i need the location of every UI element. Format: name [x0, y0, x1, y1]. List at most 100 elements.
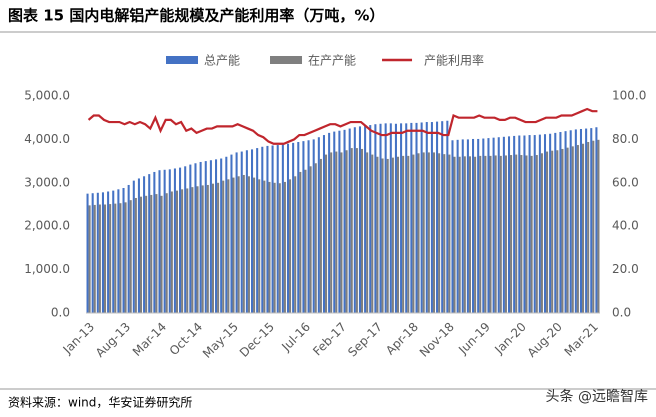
bar	[184, 166, 187, 313]
bar	[302, 141, 305, 313]
bar	[410, 122, 413, 314]
bar	[507, 136, 511, 313]
y2-tick-label: 0.0	[612, 306, 631, 320]
bar	[494, 155, 497, 313]
bar	[137, 178, 140, 313]
x-tick-label: Jun-19	[455, 320, 493, 358]
bar	[235, 152, 238, 313]
bar	[515, 154, 518, 313]
legend-swatch	[270, 56, 303, 64]
bar	[112, 190, 115, 313]
bar	[523, 135, 526, 313]
bar	[117, 189, 120, 313]
bar	[245, 150, 248, 313]
bar	[266, 145, 269, 313]
bar	[451, 140, 454, 313]
bar	[328, 132, 331, 313]
bar	[119, 203, 122, 313]
bar	[472, 138, 475, 313]
bar	[407, 155, 410, 313]
bar	[181, 189, 184, 313]
bar	[587, 142, 590, 313]
bar	[107, 191, 110, 313]
bar	[150, 194, 153, 313]
x-tick-label: Nov-18	[417, 320, 457, 360]
bar	[299, 171, 302, 313]
y2-tick-label: 60.0	[612, 175, 639, 189]
x-tick-label: Aug-13	[93, 320, 133, 360]
x-tick-label: Dec-15	[237, 320, 277, 360]
y-tick-label: 4,000.0	[24, 132, 70, 146]
bar	[456, 139, 459, 313]
bar	[122, 188, 125, 313]
bar	[211, 183, 214, 313]
bar	[103, 204, 107, 313]
bar	[338, 130, 341, 313]
bar	[358, 126, 361, 313]
bar	[333, 131, 336, 313]
bar	[261, 146, 264, 313]
bar	[355, 148, 358, 313]
bar	[286, 143, 290, 313]
bar	[489, 155, 492, 313]
bar	[566, 147, 569, 313]
bar	[412, 154, 415, 313]
bar	[230, 154, 233, 313]
bar	[510, 155, 513, 313]
bar	[232, 177, 235, 313]
bar	[294, 176, 297, 313]
bar	[386, 158, 389, 313]
bar	[576, 145, 579, 313]
bar	[86, 193, 89, 313]
bar	[209, 160, 212, 313]
bar	[199, 161, 202, 313]
bar	[453, 156, 456, 313]
bar	[109, 204, 112, 313]
bar	[554, 132, 557, 313]
bar	[93, 204, 96, 313]
chart-title: 图表 15 国内电解铝产能规模及产能利用率（万吨，%）	[8, 7, 384, 25]
legend-label: 总产能	[204, 54, 240, 68]
bar	[312, 139, 315, 313]
bar	[422, 152, 425, 313]
bar	[278, 183, 281, 313]
x-tick-label: Apr-18	[383, 320, 421, 358]
bar	[204, 161, 207, 313]
y2-tick-label: 40.0	[612, 219, 639, 233]
bar	[549, 133, 552, 313]
bar	[520, 155, 523, 313]
bar	[443, 154, 446, 313]
bar	[276, 145, 279, 313]
bar	[530, 155, 533, 313]
bar	[127, 184, 130, 313]
bar	[163, 169, 166, 313]
y-tick-label: 2,000.0	[24, 219, 70, 233]
x-tick-label: Mar-21	[562, 320, 601, 359]
bar	[528, 135, 531, 313]
x-tick-label: Sep-17	[345, 320, 385, 360]
bar	[438, 153, 441, 313]
bar	[374, 124, 377, 314]
bar	[474, 156, 477, 313]
bar	[225, 156, 228, 313]
bar	[330, 152, 333, 313]
bar	[281, 144, 284, 313]
legend-label: 在产产能	[308, 54, 356, 68]
bar	[253, 177, 256, 313]
bar	[595, 127, 598, 313]
bar	[340, 152, 343, 313]
bar	[564, 131, 567, 313]
bar	[158, 170, 161, 313]
bar	[571, 146, 574, 313]
bar	[189, 164, 192, 313]
bar	[307, 140, 310, 313]
bar	[143, 176, 146, 313]
bar	[155, 194, 158, 313]
bar	[153, 171, 156, 313]
bar	[206, 184, 209, 313]
bar	[258, 179, 261, 313]
bar	[170, 191, 173, 313]
bar	[425, 122, 428, 313]
bar	[482, 138, 485, 313]
bar	[343, 129, 346, 313]
